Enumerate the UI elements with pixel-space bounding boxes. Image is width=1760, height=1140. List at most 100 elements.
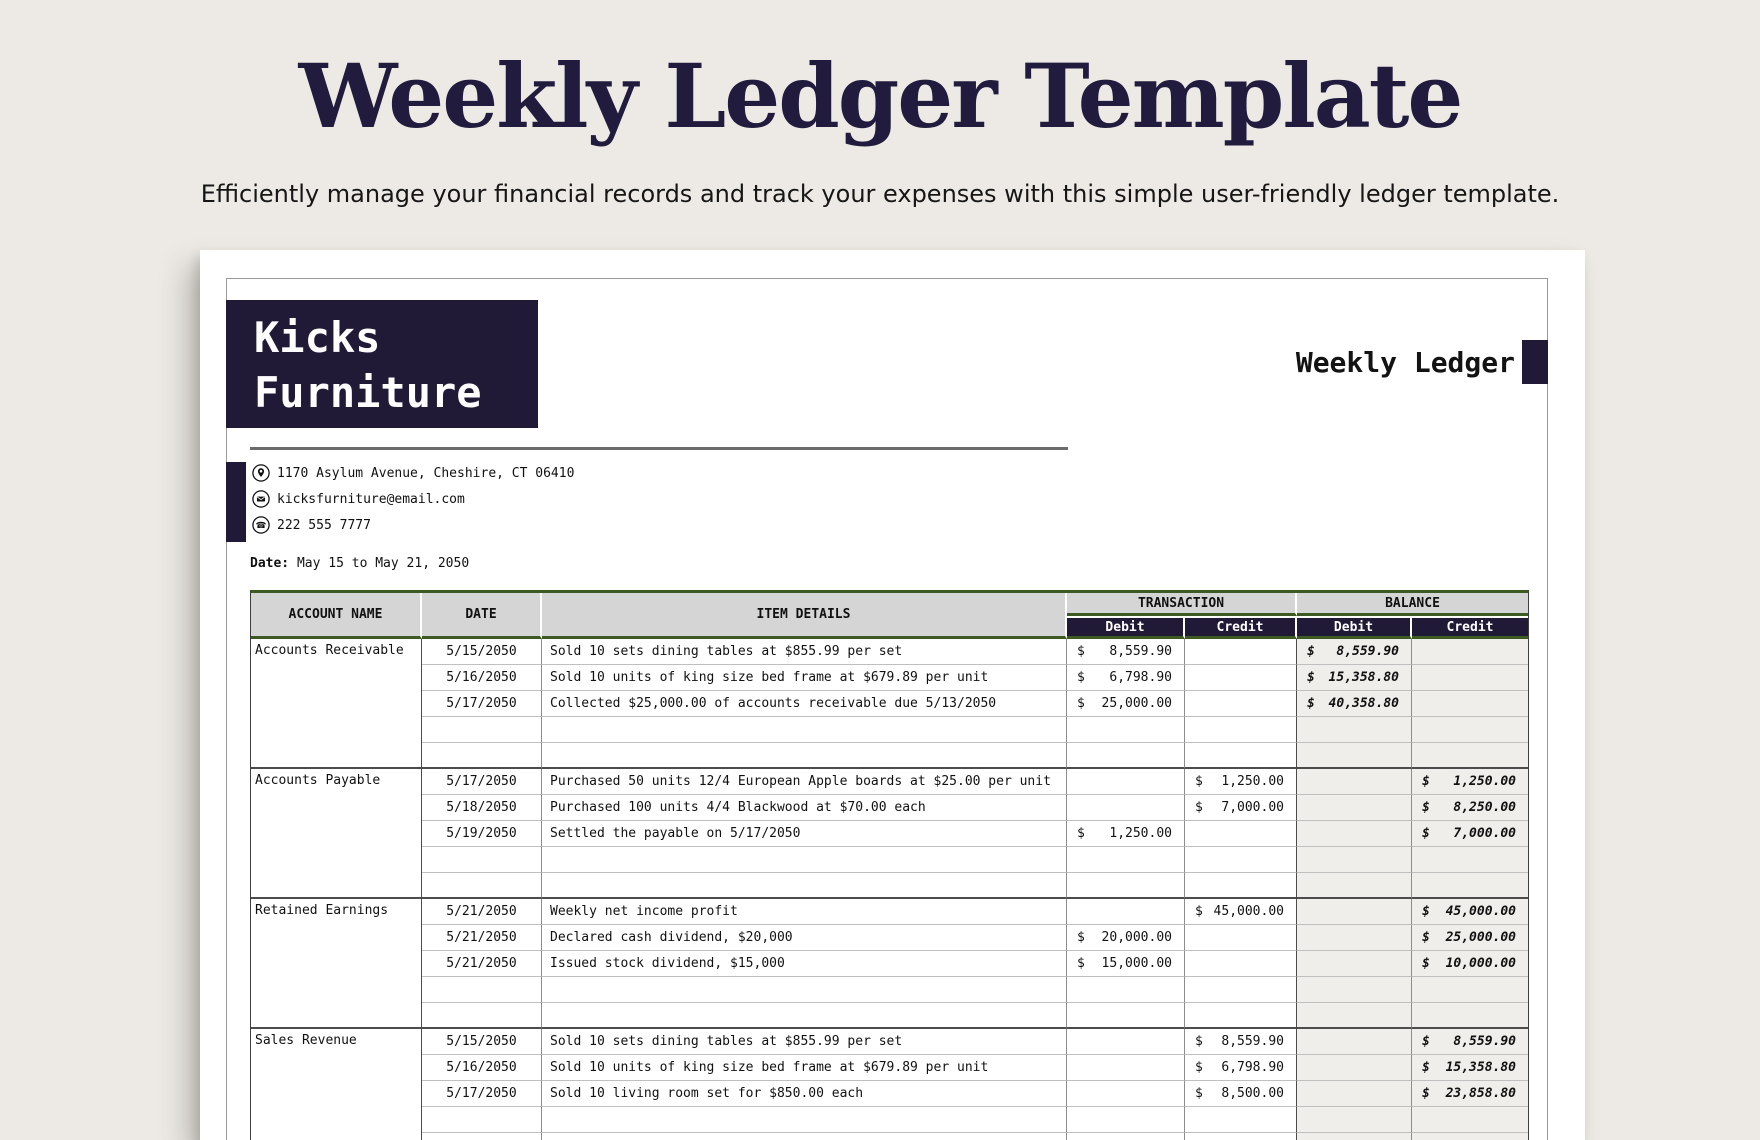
transaction-credit-cell xyxy=(1185,873,1297,899)
contact-address: 1170 Asylum Avenue, Cheshire, CT 06410 xyxy=(277,465,575,481)
ledger-row: 5/17/2050 Sold 10 living room set for $85… xyxy=(251,1081,1529,1107)
balance-debit-cell xyxy=(1297,769,1412,795)
ledger-table: ACCOUNT NAME DATE ITEM DETAILS TRANSACTI… xyxy=(250,590,1530,1140)
balance-credit-cell: $23,858.80 xyxy=(1412,1081,1529,1107)
ledger-row xyxy=(251,847,1529,873)
date-cell xyxy=(422,873,542,899)
ledger-row xyxy=(251,1003,1529,1029)
transaction-credit-cell: $8,500.00 xyxy=(1185,1081,1297,1107)
item-details-cell xyxy=(542,743,1067,769)
contact-email-line: kicksfurniture@email.com xyxy=(252,486,574,512)
date-cell xyxy=(422,977,542,1003)
transaction-debit-cell: $25,000.00 xyxy=(1067,691,1185,717)
transaction-credit-cell xyxy=(1185,1107,1297,1133)
transaction-debit-cell xyxy=(1067,873,1185,899)
transaction-credit-cell xyxy=(1185,717,1297,743)
transaction-debit-cell xyxy=(1067,977,1185,1003)
balance-credit-cell: $25,000.00 xyxy=(1412,925,1529,951)
ledger-row: Retained Earnings 5/21/2050 Weekly net inc… xyxy=(251,899,1529,1029)
ledger-row xyxy=(251,977,1529,1003)
date-value: May 15 to May 21, 2050 xyxy=(296,556,470,571)
balance-credit-cell xyxy=(1412,977,1529,1003)
item-details-cell: Sold 10 sets dining tables at $855.99 pe… xyxy=(542,639,1067,665)
date-cell: 5/15/2050 xyxy=(422,639,542,665)
ledger-row: Accounts Payable 5/17/2050 Purchased 50 un… xyxy=(251,769,1529,899)
item-details-cell xyxy=(542,1003,1067,1029)
date-cell: 5/19/2050 xyxy=(422,821,542,847)
item-details-cell: Sold 10 units of king size bed frame at … xyxy=(542,1055,1067,1081)
header-account-name: ACCOUNT NAME xyxy=(251,593,422,639)
transaction-debit-cell xyxy=(1067,1029,1185,1055)
balance-credit-cell: $10,000.00 xyxy=(1412,951,1529,977)
balance-credit-cell: $1,250.00 xyxy=(1412,769,1529,795)
ledger-row: Sales Revenue 5/15/2050 Sold 10 sets dinin… xyxy=(251,1029,1529,1140)
email-icon xyxy=(252,490,270,508)
date-cell: 5/21/2050 xyxy=(422,951,542,977)
ledger-row: 5/21/2050 Issued stock dividend, $15,000 $… xyxy=(251,951,1529,977)
header-balance-credit: Credit xyxy=(1412,616,1529,639)
transaction-credit-cell xyxy=(1185,951,1297,977)
date-cell: 5/18/2050 xyxy=(422,795,542,821)
transaction-debit-cell: $8,559.90 xyxy=(1067,639,1185,665)
page-title: Weekly Ledger Template xyxy=(298,44,1464,148)
page-subtitle: Efficiently manage your financial record… xyxy=(200,180,1560,208)
date-cell: 5/21/2050 xyxy=(422,899,542,925)
balance-debit-cell xyxy=(1297,821,1412,847)
header-date: DATE xyxy=(422,593,542,639)
contact-email: kicksfurniture@email.com xyxy=(277,491,465,507)
account-name-cell: Accounts Payable xyxy=(251,769,422,899)
account-name-cell: Accounts Receivable xyxy=(251,639,422,769)
date-cell xyxy=(422,1107,542,1133)
balance-credit-cell: $15,358.80 xyxy=(1412,1055,1529,1081)
location-pin-icon xyxy=(252,464,270,482)
balance-debit-cell: $40,358.80 xyxy=(1297,691,1412,717)
date-cell xyxy=(422,847,542,873)
balance-credit-cell xyxy=(1412,1003,1529,1029)
date-cell xyxy=(422,1133,542,1140)
header-divider xyxy=(250,447,1068,450)
transaction-credit-cell: $7,000.00 xyxy=(1185,795,1297,821)
date-cell xyxy=(422,743,542,769)
ledger-block: Accounts Receivable 5/15/2050 Sold 10 sets… xyxy=(251,639,1529,769)
transaction-credit-cell: $45,000.00 xyxy=(1185,899,1297,925)
balance-debit-cell xyxy=(1297,925,1412,951)
transaction-debit-cell xyxy=(1067,717,1185,743)
transaction-debit-cell: $15,000.00 xyxy=(1067,951,1185,977)
balance-credit-cell xyxy=(1412,691,1529,717)
balance-credit-cell: $7,000.00 xyxy=(1412,821,1529,847)
ledger-row xyxy=(251,717,1529,743)
company-name-box: Kicks Furniture xyxy=(226,300,538,428)
transaction-debit-cell xyxy=(1067,769,1185,795)
balance-debit-cell xyxy=(1297,951,1412,977)
balance-debit-cell xyxy=(1297,743,1412,769)
balance-debit-cell xyxy=(1297,795,1412,821)
transaction-credit-cell: $6,798.90 xyxy=(1185,1055,1297,1081)
header-balance-group: BALANCE xyxy=(1297,593,1529,616)
header-item-details: ITEM DETAILS xyxy=(542,593,1067,639)
transaction-credit-cell xyxy=(1185,925,1297,951)
balance-debit-cell: $8,559.90 xyxy=(1297,639,1412,665)
transaction-debit-cell xyxy=(1067,1133,1185,1140)
company-name-line2: Furniture xyxy=(254,368,482,418)
document-label-accent-square xyxy=(1522,340,1548,384)
phone-icon: ☎ xyxy=(252,516,270,534)
transaction-debit-cell: $1,250.00 xyxy=(1067,821,1185,847)
transaction-debit-cell xyxy=(1067,1055,1185,1081)
ledger-row: 5/16/2050 Sold 10 units of king size bed … xyxy=(251,1055,1529,1081)
header-transaction-group: TRANSACTION xyxy=(1067,593,1297,616)
ledger-row: 5/16/2050 Sold 10 units of king size bed … xyxy=(251,665,1529,691)
ledger-paper: Kicks Furniture Weekly Ledger 1170 Asylu… xyxy=(200,250,1585,1140)
balance-credit-cell xyxy=(1412,639,1529,665)
transaction-credit-cell xyxy=(1185,1003,1297,1029)
item-details-cell: Sold 10 sets dining tables at $855.99 pe… xyxy=(542,1029,1067,1055)
balance-debit-cell xyxy=(1297,847,1412,873)
ledger-row: 5/19/2050 Settled the payable on 5/17/205… xyxy=(251,821,1529,847)
balance-credit-cell xyxy=(1412,873,1529,899)
transaction-debit-cell xyxy=(1067,847,1185,873)
balance-debit-cell xyxy=(1297,717,1412,743)
transaction-debit-cell: $6,798.90 xyxy=(1067,665,1185,691)
balance-credit-cell xyxy=(1412,743,1529,769)
date-cell: 5/17/2050 xyxy=(422,1081,542,1107)
transaction-credit-cell: $8,559.90 xyxy=(1185,1029,1297,1055)
svg-text:☎: ☎ xyxy=(256,521,267,531)
